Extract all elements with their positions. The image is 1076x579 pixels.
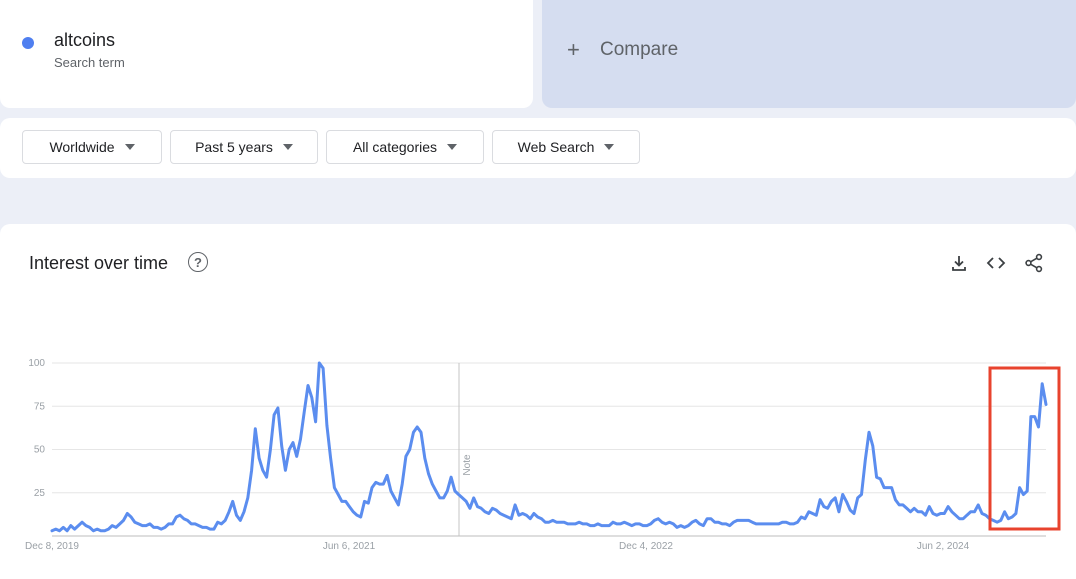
search-term-card[interactable]: altcoins Search term bbox=[0, 0, 533, 108]
share-icon[interactable] bbox=[1023, 252, 1045, 274]
y-tick-label: 25 bbox=[34, 488, 46, 499]
x-tick-label: Dec 8, 2019 bbox=[25, 541, 79, 552]
highlight-box bbox=[988, 366, 1061, 531]
chart-card-title: Interest over time bbox=[29, 253, 169, 273]
embed-code-icon[interactable] bbox=[985, 252, 1007, 274]
y-tick-label: 100 bbox=[28, 358, 45, 369]
caret-down-icon bbox=[124, 144, 135, 150]
plus-icon: + bbox=[567, 37, 580, 62]
compare-button[interactable]: + Compare bbox=[542, 0, 1076, 108]
search-type-filter-label: Web Search bbox=[517, 139, 595, 155]
caret-down-icon bbox=[604, 144, 615, 150]
y-tick-label: 75 bbox=[34, 401, 46, 412]
caret-down-icon bbox=[282, 144, 293, 150]
series-color-dot bbox=[22, 37, 34, 49]
filter-bar: Worldwide Past 5 years All categories We… bbox=[0, 118, 1076, 178]
note-annotation: Note bbox=[462, 454, 473, 476]
interest-line-chart: 100 75 50 25 Dec 8, 2019 Jun 6, 2021 Dec 4, 20… bbox=[25, 358, 1061, 552]
region-filter-label: Worldwide bbox=[49, 139, 115, 155]
region-filter-dropdown[interactable]: Worldwide bbox=[22, 130, 162, 164]
time-range-filter-dropdown[interactable]: Past 5 years bbox=[170, 130, 318, 164]
search-type-filter-dropdown[interactable]: Web Search bbox=[492, 130, 640, 164]
x-tick-label: Dec 4, 2022 bbox=[619, 541, 673, 552]
search-term-name[interactable]: altcoins bbox=[54, 30, 116, 50]
x-tick-label: Jun 2, 2024 bbox=[917, 541, 970, 552]
time-range-filter-label: Past 5 years bbox=[195, 139, 273, 155]
download-icon[interactable] bbox=[948, 252, 970, 274]
y-tick-label: 50 bbox=[34, 445, 46, 456]
series-line bbox=[50, 361, 1048, 533]
caret-down-icon bbox=[447, 144, 458, 150]
x-tick-label: Jun 6, 2021 bbox=[323, 541, 376, 552]
category-filter-dropdown[interactable]: All categories bbox=[326, 130, 484, 164]
compare-label: Compare bbox=[600, 39, 679, 60]
help-circle-icon[interactable]: ? bbox=[188, 252, 208, 272]
interest-over-time-card: Interest over time ? 100 75 50 25 Dec 8, 201… bbox=[0, 224, 1076, 579]
search-term-subtitle: Search term bbox=[54, 55, 125, 70]
category-filter-label: All categories bbox=[352, 139, 438, 155]
